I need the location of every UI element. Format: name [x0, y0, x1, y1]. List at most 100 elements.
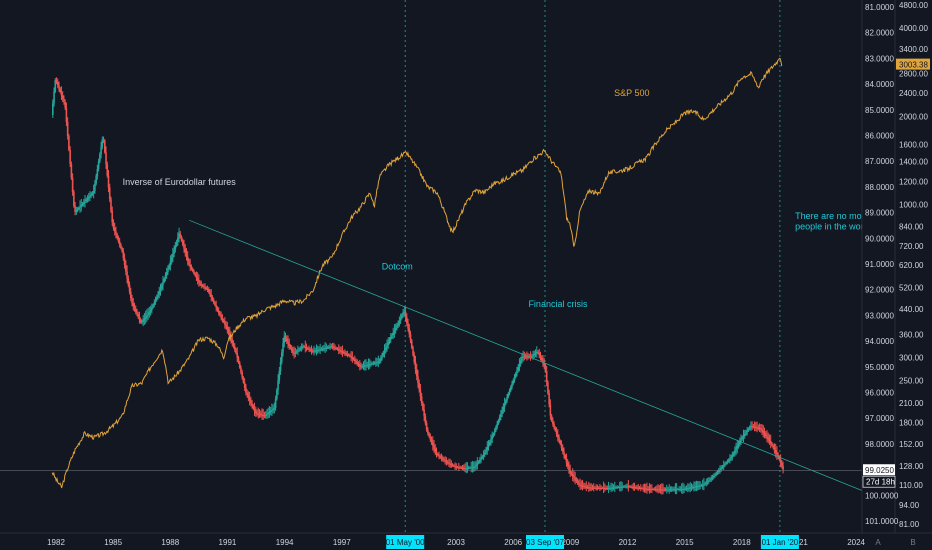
x-tick-label: 1991 [219, 538, 237, 547]
eurodollar-candle [419, 389, 422, 397]
eurodollar-candle [766, 435, 768, 438]
eurodollar-candle [125, 264, 127, 272]
eurodollar-candle [159, 288, 162, 292]
eurodollar-candle [69, 149, 71, 164]
eurodollar-candle [509, 387, 512, 391]
eurodollar-candle [678, 489, 680, 491]
eurodollar-candle [737, 443, 740, 447]
eurodollar-candle [134, 308, 137, 312]
eurodollar-candle [422, 403, 424, 410]
eurodollar-candle [507, 393, 510, 398]
eurodollar-candle [225, 324, 227, 327]
eurodollar-candle [399, 317, 402, 321]
eurodollar-candle [271, 409, 273, 411]
x-tick-label: 2012 [619, 538, 637, 547]
eurodollar-candle [455, 466, 458, 468]
eurodollar-candle [58, 85, 60, 89]
current-price-box [863, 464, 895, 476]
eurodollar-candle [659, 489, 662, 491]
eurodollar-candle [535, 351, 538, 354]
eurodollar-candle [362, 365, 365, 367]
eurodollar-candle [623, 486, 626, 488]
eurodollar-candle [605, 488, 607, 490]
eurodollar-candle [704, 483, 706, 485]
eurodollar-candle [674, 489, 677, 491]
eurodollar-candle [277, 380, 279, 390]
eurodollar-candle [630, 486, 632, 488]
eurodollar-candle [711, 477, 714, 479]
eurodollar-candle [620, 486, 622, 488]
eurodollar-candle [173, 249, 175, 254]
eurodollar-candle [734, 450, 736, 454]
eurodollar-candle [185, 252, 188, 257]
eurodollar-candle [306, 348, 309, 350]
eurodollar-candle [397, 323, 399, 326]
eurodollar-candle [66, 121, 69, 136]
eurodollar-candle [154, 299, 157, 303]
eurodollar-candle [777, 454, 779, 458]
eurodollar-candle [712, 476, 715, 478]
eurodollar-candle [193, 271, 195, 274]
eurodollar-candle [59, 88, 62, 93]
outer-axis-tick-label: 300.00 [899, 354, 924, 363]
eurodollar-candle [553, 424, 555, 428]
eurodollar-candle [179, 233, 182, 237]
eurodollar-candle [283, 336, 286, 344]
eurodollar-candle [466, 467, 469, 469]
eurodollar-candle [315, 350, 318, 352]
eurodollar-candle [273, 407, 276, 409]
eurodollar-candle [490, 439, 492, 442]
eurodollar-candle [440, 457, 443, 459]
inner-axis-tick-label: 82.0000 [865, 29, 894, 38]
eurodollar-candle [148, 311, 151, 314]
time-axis: 1982198519881991199419972000200320062009… [0, 532, 932, 550]
eurodollar-candle [127, 278, 130, 285]
eurodollar-candle [303, 346, 305, 348]
price-axis-background [862, 0, 932, 550]
eurodollar-candle [61, 95, 64, 99]
eurodollar-candle [569, 469, 571, 473]
eurodollar-candle [117, 237, 120, 242]
eurodollar-candle [195, 275, 198, 278]
inner-axis-tick-label: 89.0000 [865, 209, 894, 218]
eurodollar-candle [610, 487, 612, 489]
eurodollar-candle [558, 437, 560, 441]
sp500-series [51, 57, 783, 489]
eurodollar-candle [436, 454, 439, 456]
eurodollar-candle [445, 461, 448, 463]
eurodollar-candle [54, 79, 57, 92]
eurodollar-candle [654, 489, 657, 491]
eurodollar-candle [653, 489, 656, 491]
eurodollar-candle [96, 168, 99, 177]
eurodollar-candle [438, 455, 440, 457]
eurodollar-candle [571, 474, 574, 477]
eurodollar-candle [663, 489, 666, 491]
eurodollar-candle [771, 443, 773, 446]
eurodollar-candle [691, 487, 694, 489]
eurodollar-candle [100, 146, 102, 155]
eurodollar-candle [609, 487, 611, 489]
eurodollar-candle [184, 248, 187, 253]
eurodollar-candle [487, 444, 490, 448]
eurodollar-candle [177, 237, 179, 242]
eurodollar-candle [716, 472, 719, 474]
eurodollar-candle [693, 486, 695, 488]
eurodollar-candle [302, 346, 304, 348]
annotation: Inverse of Eurodollar futures [123, 177, 237, 187]
eurodollar-candle [107, 175, 110, 188]
eurodollar-candle [402, 312, 404, 316]
inner-axis-tick-label: 95.0000 [865, 363, 894, 372]
inner-axis-tick-label: 85.0000 [865, 106, 894, 115]
eurodollar-candle [748, 427, 751, 429]
outer-axis-tick-label: 360.00 [899, 330, 924, 339]
eurodollar-candle [257, 413, 260, 415]
eurodollar-candle [199, 282, 201, 285]
eurodollar-candle [471, 467, 474, 469]
eurodollar-candle [238, 362, 241, 368]
eurodollar-candle [352, 358, 355, 360]
date-marker-box [526, 535, 565, 549]
eurodollar-candle [753, 426, 756, 428]
eurodollar-candle [406, 317, 408, 323]
eurodollar-candle [164, 275, 167, 279]
